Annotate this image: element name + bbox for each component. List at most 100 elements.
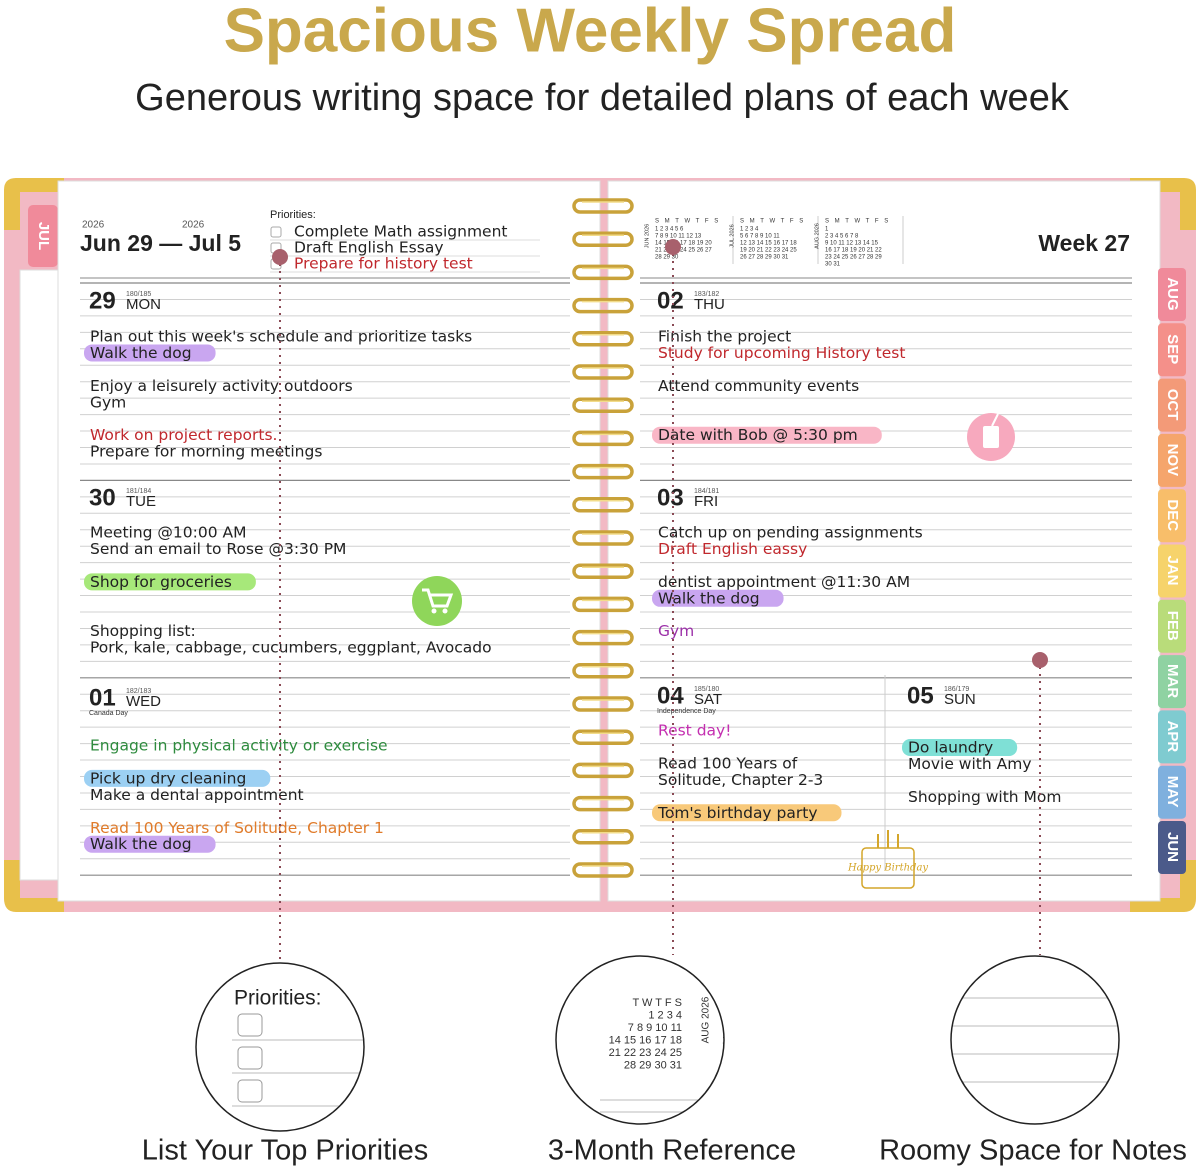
corner xyxy=(4,860,64,912)
ring xyxy=(572,497,634,513)
entry: Pork, kale, cabbage, cucumbers, eggplant… xyxy=(90,639,492,657)
calendar-row: 5 6 7 8 9 10 11 xyxy=(740,234,780,240)
priority-item: Complete Math assignment xyxy=(294,223,507,241)
ring xyxy=(572,696,634,712)
highlight xyxy=(652,804,842,822)
tab xyxy=(1158,378,1186,432)
calendar-label: AUG 2026 xyxy=(814,223,820,249)
zoom-ring xyxy=(555,955,725,1125)
day-number: 04 xyxy=(657,682,684,709)
month-tabs: AUG SEP OCT NOV DEC JAN FEB MAR APR MAY JUN xyxy=(1158,268,1186,874)
tab xyxy=(1158,268,1186,321)
calendar-row: 12 13 14 15 16 17 18 xyxy=(740,241,797,247)
tab xyxy=(1158,489,1186,543)
entry: Walk the dog xyxy=(90,835,192,853)
checkbox xyxy=(237,1013,263,1037)
drink-icon xyxy=(991,413,999,427)
zoom-row: 28 29 30 31 xyxy=(624,1059,682,1071)
calendar-row: 1 2 3 4 xyxy=(740,227,759,233)
entry: Tom's birthday party xyxy=(657,804,818,822)
cart-icon xyxy=(422,588,454,608)
title: Spacious Weekly Spread xyxy=(224,0,957,65)
entry: Study for upcoming History test xyxy=(658,344,905,362)
zoom-notes xyxy=(951,997,1119,1083)
entry: Read 100 Years of Solitude, Chapter 1 xyxy=(90,819,384,837)
zoom-side: S xyxy=(722,997,729,1009)
tab-label: MAY xyxy=(1164,776,1181,808)
weekday: MON xyxy=(126,296,161,313)
day-number: 02 xyxy=(657,287,684,314)
subtitle: Generous writing space for detailed plan… xyxy=(135,77,1070,119)
date-range: Jun 29 — Jul 5 xyxy=(80,230,241,256)
calendar-row: 30 31 xyxy=(825,262,841,268)
zoom-label: AUG 2026 xyxy=(701,996,712,1043)
zoom-row: 7 8 9 10 11 xyxy=(628,1022,682,1034)
zoom-side: 23 24 xyxy=(722,1047,750,1059)
holiday: Canada Day xyxy=(89,710,128,717)
calendar-row: 1 2 3 4 5 6 xyxy=(655,227,684,233)
ring xyxy=(572,331,634,347)
ring xyxy=(572,563,634,579)
entry: Shopping with Mom xyxy=(908,788,1062,806)
day-number: 03 xyxy=(657,484,684,511)
right-page xyxy=(607,180,1161,902)
zoom-ring xyxy=(195,962,365,1132)
tab xyxy=(1158,765,1186,819)
zoom-side: 2 3 xyxy=(722,1009,737,1021)
day-count: 186/179 xyxy=(944,686,969,693)
calendar-weekdays: S M T W T F S xyxy=(825,219,890,225)
entry: Send an email to Rose @3:30 PM xyxy=(90,540,346,558)
zoom-row: 14 15 16 17 18 xyxy=(609,1034,682,1046)
entry: Solitude, Chapter 2-3 xyxy=(658,771,823,789)
entry: Attend community events xyxy=(658,377,859,395)
pin xyxy=(1032,652,1048,668)
tab-label: JUN xyxy=(1164,832,1181,862)
entry: Work on project reports. xyxy=(90,426,277,444)
ring xyxy=(572,829,634,845)
priorities-label: Priorities: xyxy=(270,209,316,221)
zoom-side: 16 17 xyxy=(722,1034,750,1046)
weekday: WED xyxy=(126,693,161,710)
calendar-row: 16 17 18 19 20 21 22 xyxy=(825,248,882,254)
ring xyxy=(572,629,634,646)
tab-label: JAN xyxy=(1164,555,1181,585)
mini-calendars: JUN 2026 S M T W T F S 1 2 3 4 5 67 8 9 10… xyxy=(644,216,904,268)
spiral xyxy=(572,198,634,878)
birthday-sticker: Happy Birthday xyxy=(847,830,928,889)
zoom-ring xyxy=(950,955,1120,1125)
highlight xyxy=(84,573,256,591)
calendar-row: 19 20 21 22 23 24 25 xyxy=(740,248,797,254)
pin xyxy=(665,239,681,255)
calendar-weekdays: S M T W T F S xyxy=(655,219,720,225)
entry: Do laundry xyxy=(908,739,993,757)
weekday: SUN xyxy=(944,691,976,708)
ring xyxy=(572,596,634,613)
tab xyxy=(1158,323,1186,377)
ring xyxy=(572,364,634,380)
entry: Rest day! xyxy=(658,722,731,740)
weekday: SAT xyxy=(694,691,722,708)
zoom-row: 1 2 3 4 xyxy=(648,1009,682,1021)
highlight xyxy=(652,589,784,607)
priority-item: Draft English Essay xyxy=(294,239,444,257)
weekday: TUE xyxy=(126,493,156,510)
calendar-row: 2 3 4 5 6 7 8 xyxy=(825,234,859,240)
tab xyxy=(1158,655,1186,709)
zoom-row: 21 22 23 24 25 xyxy=(609,1047,682,1059)
entry: Prepare for morning meetings xyxy=(90,443,322,461)
year: 2026 xyxy=(82,220,105,231)
tab-label: JUL xyxy=(35,222,52,250)
tab-label: NOV xyxy=(1164,444,1181,477)
birthday-text: Happy Birthday xyxy=(847,863,928,874)
caption: List Your Top Priorities xyxy=(142,1135,428,1167)
zoom-row: T W T F S xyxy=(632,997,682,1009)
weekday: FRI xyxy=(694,493,718,510)
zoom-priorities: Priorities: xyxy=(232,987,364,1107)
entry: Gym xyxy=(90,393,126,411)
tab-label: SEP xyxy=(1164,334,1181,364)
entry: Make a dental appointment xyxy=(90,786,304,804)
cart-icon xyxy=(431,608,437,614)
day-count: 184/181 xyxy=(694,488,719,495)
